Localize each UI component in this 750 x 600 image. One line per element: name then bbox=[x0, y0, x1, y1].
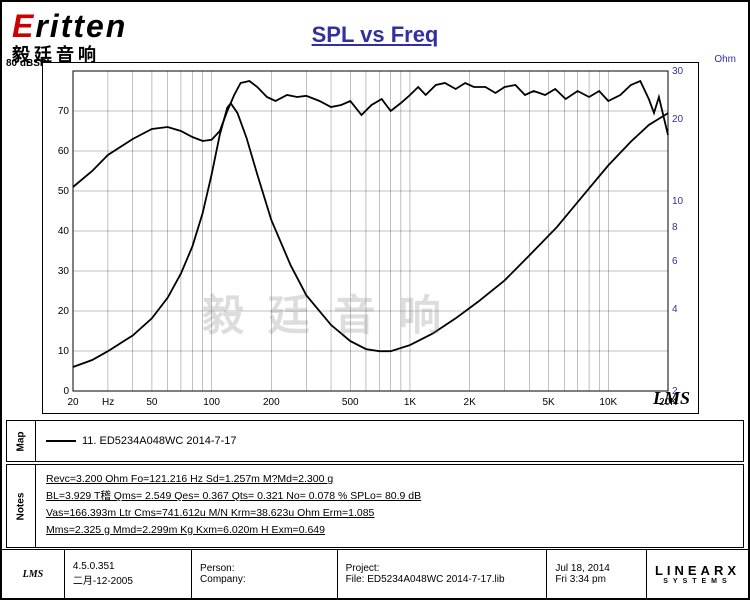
footer-date: Jul 18, 2014Fri 3:34 pm bbox=[547, 550, 647, 598]
footer-lms: LMS bbox=[2, 550, 65, 598]
report-frame: Eritten 毅廷音响 SPL vs Freq 80 dBSPL Ohm 01… bbox=[0, 0, 750, 600]
footer-project: Project:File: ED5234A048WC 2014-7-17.lib bbox=[338, 550, 548, 598]
notes-line: Mms=2.325 g Mmd=2.299m Kg Kxm=6.020m H E… bbox=[46, 522, 733, 539]
svg-text:500: 500 bbox=[342, 397, 359, 408]
svg-text:30: 30 bbox=[58, 266, 70, 277]
lms-corner-label: LMS bbox=[653, 388, 690, 409]
chart-title: SPL vs Freq bbox=[312, 22, 439, 48]
y-axis-right-label: Ohm bbox=[714, 54, 736, 65]
svg-text:10: 10 bbox=[672, 196, 684, 207]
chart-svg: 010203040506070246810203020501002005001K… bbox=[43, 63, 698, 413]
svg-text:20: 20 bbox=[672, 114, 684, 125]
brand-name: Eritten bbox=[12, 8, 127, 45]
svg-text:1K: 1K bbox=[404, 397, 417, 408]
svg-text:100: 100 bbox=[203, 397, 220, 408]
footer-linearx: LINEARXSYSTEMS bbox=[647, 550, 748, 598]
svg-text:4: 4 bbox=[672, 304, 678, 315]
svg-text:10: 10 bbox=[58, 346, 70, 357]
svg-text:5K: 5K bbox=[542, 397, 555, 408]
svg-text:6: 6 bbox=[672, 256, 678, 267]
notes-line: Revc=3.200 Ohm Fo=121.216 Hz Sd=1.257m M… bbox=[46, 471, 733, 488]
map-legend: 11. ED5234A048WC 2014-7-17 bbox=[36, 421, 743, 461]
svg-text:50: 50 bbox=[146, 397, 158, 408]
svg-text:0: 0 bbox=[63, 386, 69, 397]
svg-text:40: 40 bbox=[58, 226, 70, 237]
chart-plot-area: 010203040506070246810203020501002005001K… bbox=[42, 62, 699, 414]
notes-tab: Notes bbox=[7, 465, 36, 547]
notes-line: Vas=166.393m Ltr Cms=741.612u M/N Krm=38… bbox=[46, 505, 733, 522]
map-section: Map 11. ED5234A048WC 2014-7-17 bbox=[6, 420, 744, 462]
svg-text:50: 50 bbox=[58, 186, 70, 197]
svg-text:60: 60 bbox=[58, 146, 70, 157]
notes-body: Revc=3.200 Ohm Fo=121.216 Hz Sd=1.257m M… bbox=[36, 465, 743, 547]
footer: LMS 4.5.0.351二月-12-2005 Person:Company: … bbox=[2, 549, 748, 598]
legend-line-sample bbox=[46, 440, 76, 442]
svg-text:8: 8 bbox=[672, 222, 678, 233]
svg-text:70: 70 bbox=[58, 106, 70, 117]
notes-section: Notes Revc=3.200 Ohm Fo=121.216 Hz Sd=1.… bbox=[6, 464, 744, 548]
svg-text:10K: 10K bbox=[599, 397, 617, 408]
svg-text:20: 20 bbox=[67, 397, 79, 408]
notes-line: BL=3.929 T稽 Qms= 2.549 Qes= 0.367 Qts= 0… bbox=[46, 488, 733, 505]
footer-person: Person:Company: bbox=[192, 550, 338, 598]
map-tab: Map bbox=[7, 421, 36, 461]
svg-text:30: 30 bbox=[672, 66, 684, 77]
svg-text:20: 20 bbox=[58, 306, 70, 317]
svg-text:2K: 2K bbox=[464, 397, 477, 408]
svg-text:200: 200 bbox=[263, 397, 280, 408]
svg-text:Hz: Hz bbox=[102, 397, 114, 408]
legend-label: 11. ED5234A048WC 2014-7-17 bbox=[82, 435, 237, 447]
footer-version: 4.5.0.351二月-12-2005 bbox=[65, 550, 192, 598]
